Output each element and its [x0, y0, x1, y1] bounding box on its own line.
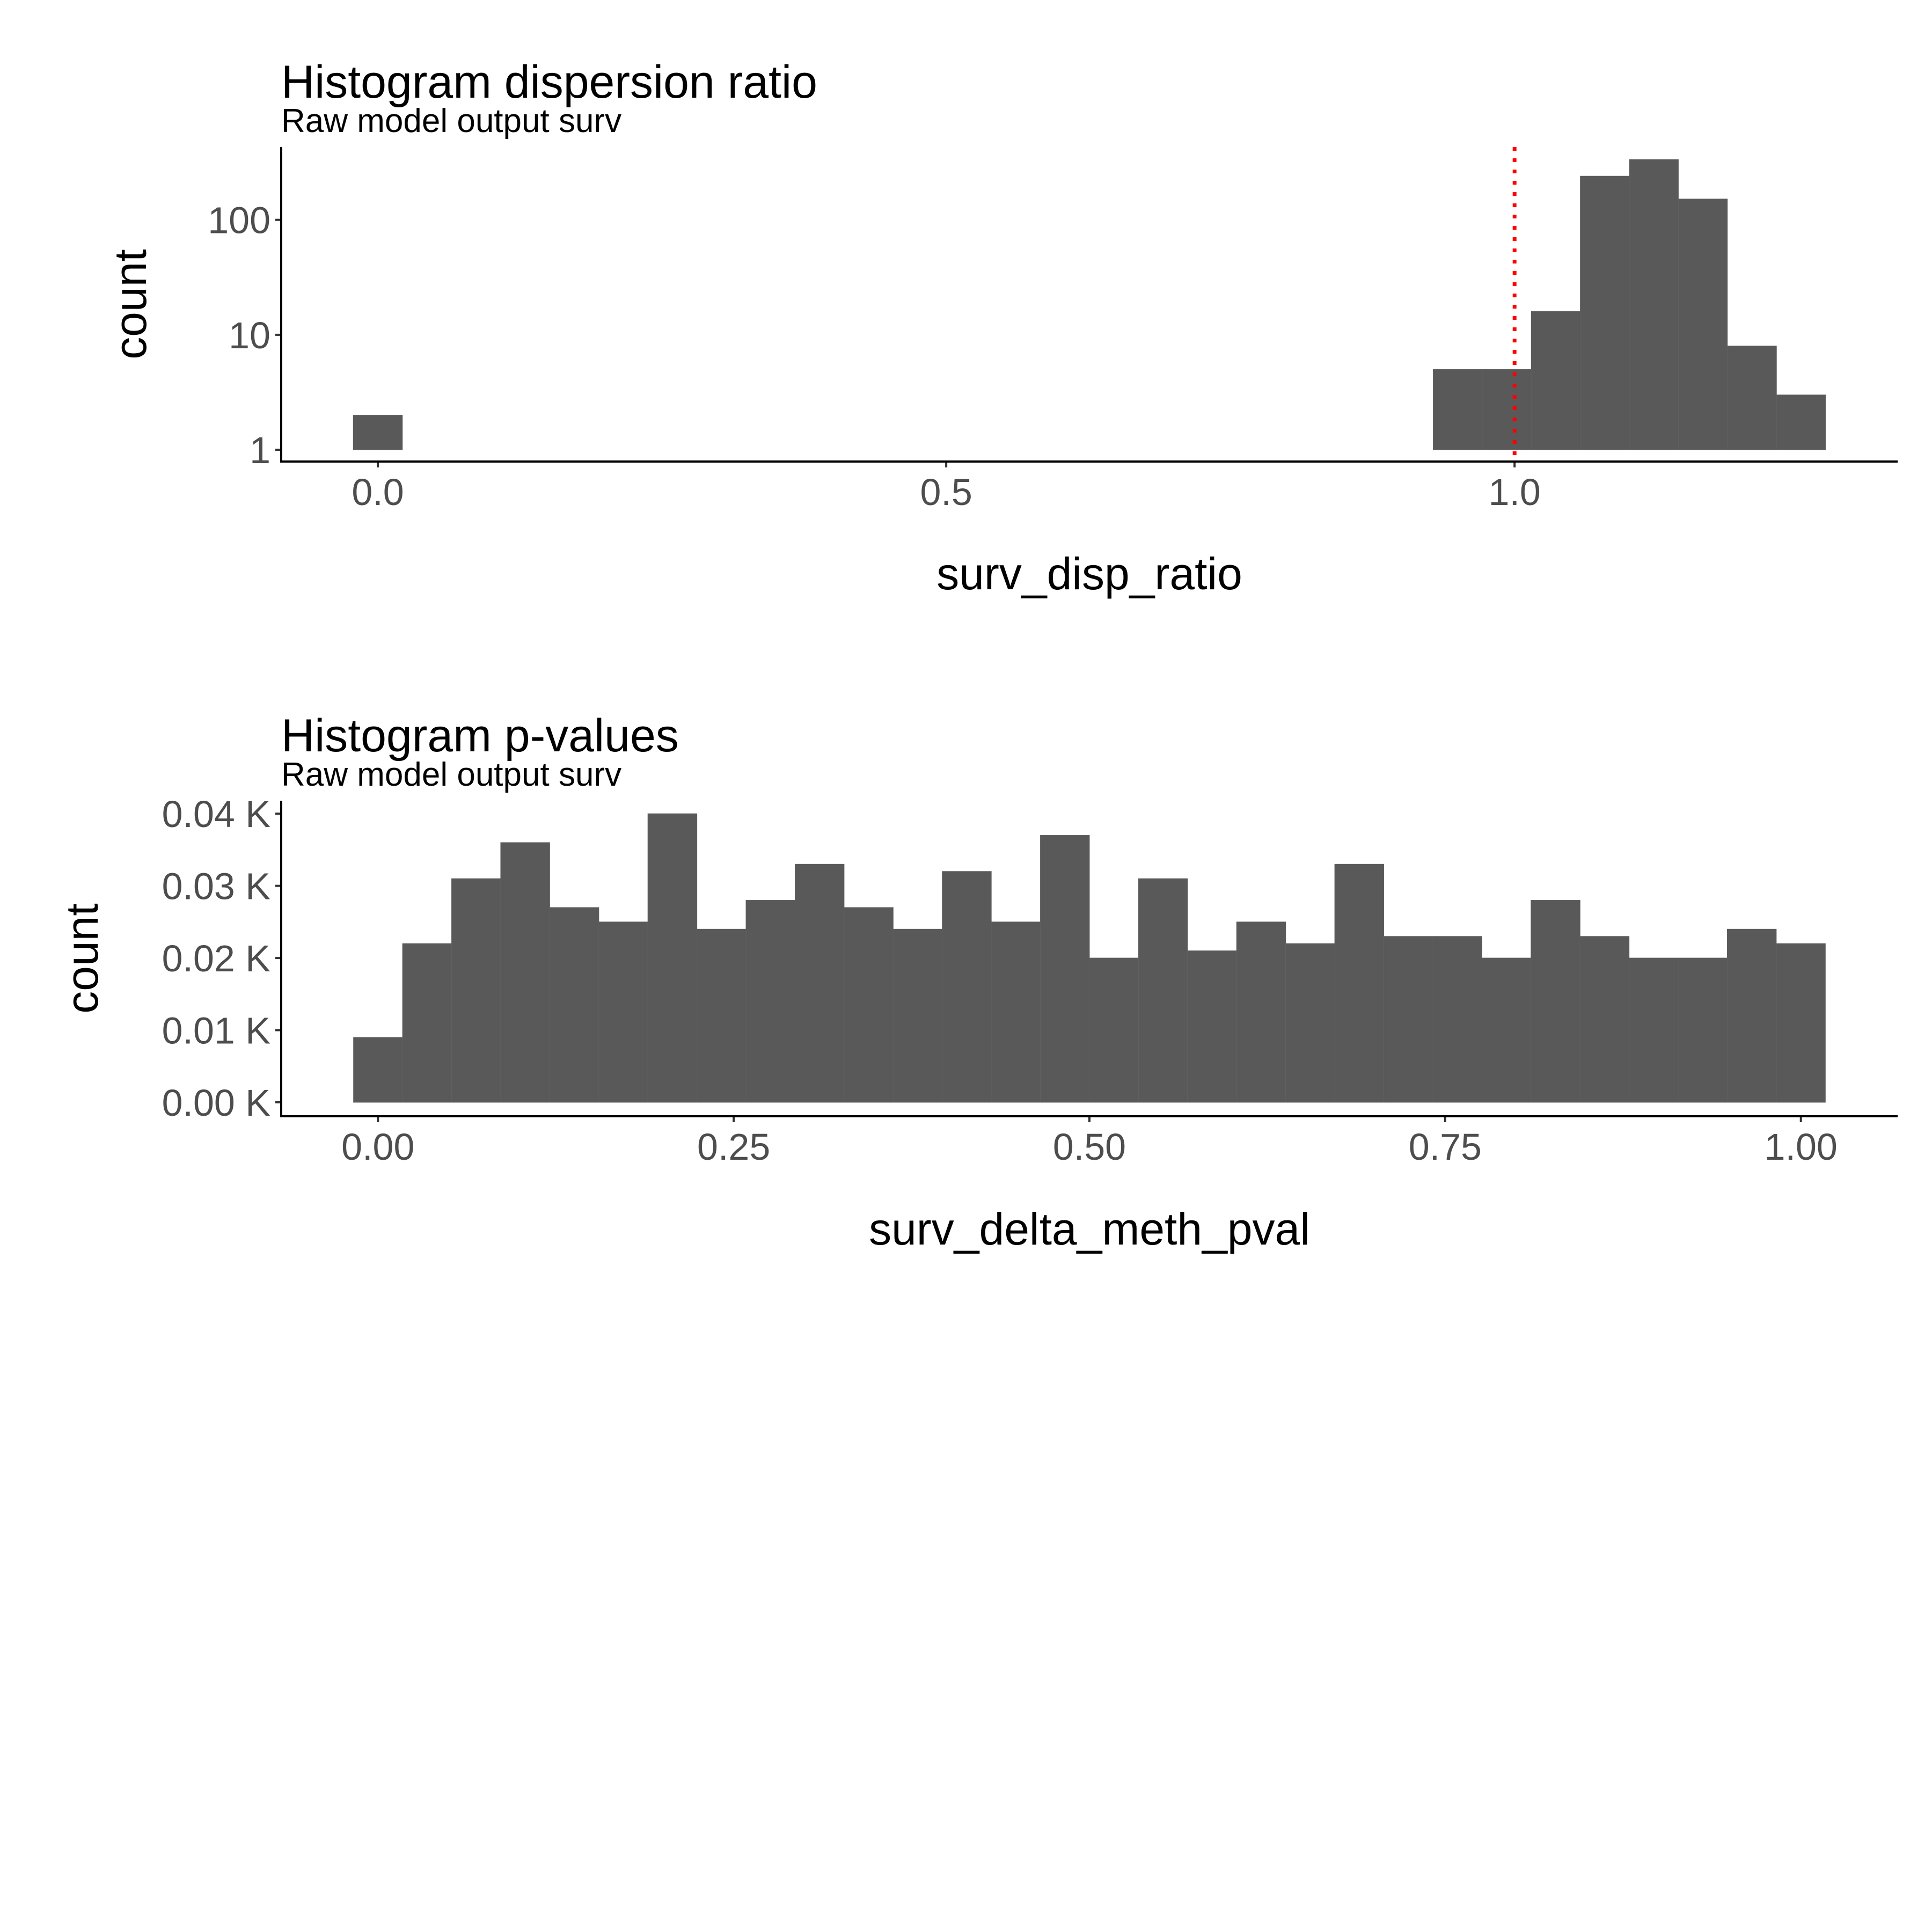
- histogram-bar: [1776, 943, 1826, 1103]
- x-axis-title: surv_delta_meth_pval: [869, 1204, 1310, 1254]
- y-tick-label: 100: [208, 200, 270, 241]
- histogram-bar: [1726, 928, 1777, 1103]
- histogram-bar: [942, 871, 992, 1103]
- panel-dispersion-ratio: Histogram dispersion ratio Raw model out…: [105, 56, 1898, 599]
- histogram-bar: [697, 928, 747, 1103]
- histogram-bar: [1432, 936, 1482, 1103]
- histogram-bar: [1384, 936, 1433, 1103]
- y-tick-label: 10: [229, 314, 270, 356]
- histogram-bar: [1678, 957, 1728, 1103]
- y-tick-label: 0.00 K: [162, 1082, 270, 1124]
- chart-title: Histogram dispersion ratio: [281, 56, 817, 108]
- histogram-bar: [1236, 921, 1286, 1103]
- x-tick-label: 0.00: [341, 1126, 414, 1168]
- x-axis-title: surv_disp_ratio: [936, 548, 1242, 599]
- y-tick-label: 1: [250, 429, 270, 471]
- y-axis-title: count: [57, 903, 107, 1014]
- bars: [353, 159, 1826, 450]
- histogram-bar: [1040, 835, 1090, 1103]
- x-tick-label: 0.75: [1409, 1126, 1482, 1168]
- x-tick-label: 0.25: [697, 1126, 770, 1168]
- histogram-bar: [844, 907, 894, 1103]
- histogram-bar: [1481, 957, 1532, 1103]
- histogram-bar: [1334, 863, 1385, 1103]
- histogram-bar: [451, 878, 501, 1103]
- x-tick-label: 1.0: [1489, 471, 1541, 513]
- histogram-bar: [794, 863, 845, 1103]
- y-tick-label: 0.01 K: [162, 1010, 270, 1052]
- x-tick-label: 0.0: [352, 471, 404, 513]
- x-tick-label: 1.00: [1765, 1126, 1838, 1168]
- histogram-bar: [1727, 346, 1777, 450]
- histogram-bar: [1776, 394, 1826, 450]
- histogram-bar: [353, 1037, 403, 1103]
- histogram-bar: [1138, 878, 1188, 1103]
- histogram-bar: [647, 813, 698, 1103]
- x-tick-label: 0.50: [1053, 1126, 1126, 1168]
- histogram-bar: [1089, 957, 1139, 1103]
- histogram-bar: [1285, 943, 1335, 1103]
- x-axis-ticks: 0.00 0.25 0.50 0.75 1.00: [341, 1116, 1838, 1168]
- y-tick-label: 0.04 K: [162, 793, 270, 835]
- histogram-bar: [991, 921, 1041, 1103]
- x-tick-label: 0.5: [920, 471, 972, 513]
- y-axis-title: count: [105, 249, 156, 360]
- bars: [353, 813, 1826, 1103]
- chart-title: Histogram p-values: [281, 710, 679, 762]
- histogram-bar: [500, 842, 550, 1103]
- panel-p-values: Histogram p-values Raw model output surv…: [57, 710, 1898, 1254]
- histogram-bar: [1579, 936, 1630, 1103]
- histogram-bar: [1482, 369, 1532, 450]
- histogram-bar: [1531, 900, 1580, 1103]
- histogram-bar: [892, 928, 943, 1103]
- histogram-bar: [598, 921, 648, 1103]
- histogram-bar: [1580, 175, 1630, 450]
- histogram-bar: [353, 415, 403, 450]
- histogram-bar: [1187, 950, 1237, 1103]
- histogram-bar: [745, 900, 795, 1103]
- x-axis-ticks: 0.0 0.5 1.0: [352, 462, 1541, 513]
- histogram-bar: [1629, 957, 1679, 1103]
- y-tick-label: 0.02 K: [162, 938, 270, 979]
- chart-subtitle: Raw model output surv: [281, 103, 621, 140]
- histogram-bar: [1433, 369, 1483, 450]
- chart-subtitle: Raw model output surv: [281, 756, 621, 793]
- y-axis-ticks: 0.00 K 0.01 K 0.02 K 0.03 K 0.04 K: [162, 793, 281, 1124]
- histogram-bar: [402, 943, 452, 1103]
- histogram-bar: [1531, 311, 1581, 450]
- histogram-bar: [1678, 199, 1728, 450]
- y-tick-label: 0.03 K: [162, 866, 270, 908]
- y-axis-ticks: 1 10 100: [208, 200, 281, 471]
- histogram-bar: [1629, 159, 1679, 450]
- histogram-bar: [549, 907, 599, 1103]
